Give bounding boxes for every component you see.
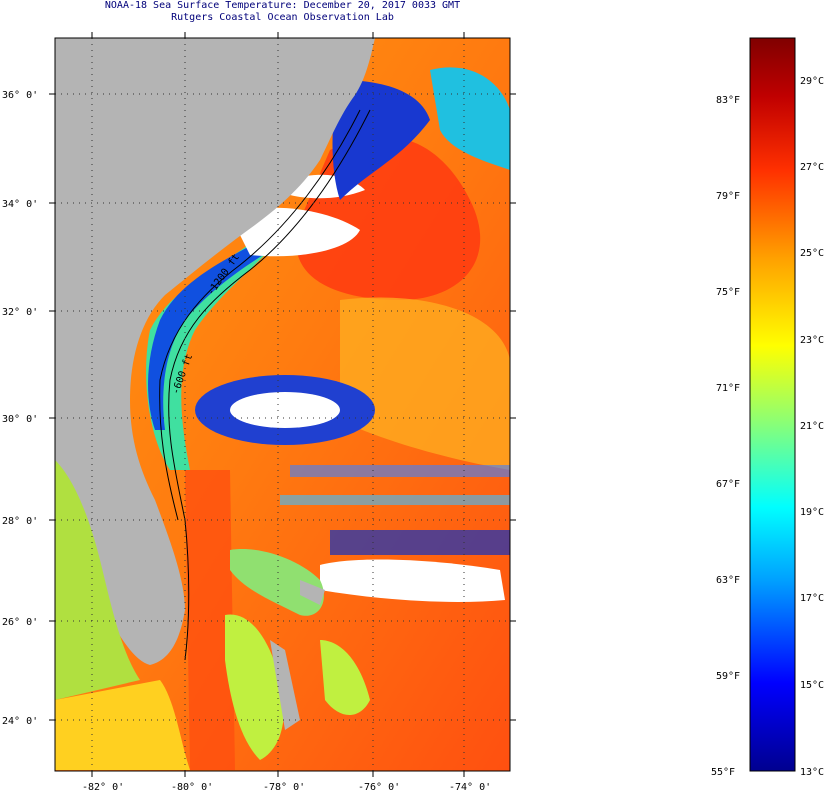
lon-label-74: -74° 0' <box>449 782 491 793</box>
lon-label-78: -78° 0' <box>263 782 305 793</box>
colorbar-c-13: 13°C <box>800 767 824 778</box>
lon-label-76: -76° 0' <box>358 782 400 793</box>
colorbar-c-15: 15°C <box>800 680 824 691</box>
florida-current <box>185 470 235 770</box>
lat-label-30: 30° 0' <box>2 414 38 425</box>
lat-label-24: 24° 0' <box>2 716 38 727</box>
colorbar-f-67: 67°F <box>716 479 740 490</box>
north-cold-water <box>332 80 430 200</box>
exuma-bank <box>320 640 370 715</box>
colorbar-f-55: 55°F <box>711 767 735 778</box>
colorbar-f-83: 83°F <box>716 95 740 106</box>
map-frame <box>54 37 511 772</box>
colorbar-c-29: 29°C <box>800 76 824 87</box>
colorbar-c-19: 19°C <box>800 507 824 518</box>
lat-label-26: 26° 0' <box>2 617 38 628</box>
land-mass <box>55 38 375 665</box>
map-title: NOAA-18 Sea Surface Temperature: Decembe… <box>104 0 461 11</box>
colorbar-c-23: 23°C <box>800 335 824 346</box>
depth-contour-600 <box>159 109 361 521</box>
cold-streak-3 <box>330 530 510 555</box>
cold-streak-2 <box>280 495 510 505</box>
cloud-bank-north <box>230 207 360 257</box>
florida-keys-water <box>55 680 190 770</box>
mixed-water <box>340 297 510 470</box>
depth-contour-1200 <box>168 109 371 661</box>
grid-lines <box>55 38 510 771</box>
gulf-water <box>55 460 140 700</box>
north-coastal-water <box>430 67 510 170</box>
colorbar-f-63: 63°F <box>716 575 740 586</box>
great-bahama-bank <box>225 614 284 760</box>
colorbar-c-17: 17°C <box>800 593 824 604</box>
colorbar-f-75: 75°F <box>716 287 740 298</box>
colorbar-f-71: 71°F <box>716 383 740 394</box>
little-bahama-bank <box>230 549 324 616</box>
eddy-clouds <box>230 392 340 428</box>
lon-label-80: -80° 0' <box>171 782 213 793</box>
cloud-bank-east <box>320 559 505 602</box>
colorbar-f-59: 59°F <box>716 671 740 682</box>
map-subtitle: Rutgers Coastal Ocean Observation Lab <box>171 12 394 23</box>
lat-label-28: 28° 0' <box>2 516 38 527</box>
lon-label-82: -82° 0' <box>82 782 124 793</box>
colorbar-gradient <box>749 37 796 772</box>
colorbar-c-27: 27°C <box>800 162 824 173</box>
colorbar-c-25: 25°C <box>800 248 824 259</box>
cold-shelf-water <box>148 235 280 430</box>
lat-label-36: 36° 0' <box>2 90 38 101</box>
colorbar-c-21: 21°C <box>800 421 824 432</box>
colorbar-f-79: 79°F <box>716 191 740 202</box>
lat-label-32: 32° 0' <box>2 307 38 318</box>
axis-ticks <box>49 32 516 777</box>
lat-label-34: 34° 0' <box>2 199 38 210</box>
cold-streak-1 <box>290 465 510 477</box>
grand-bahama-island <box>300 580 325 605</box>
